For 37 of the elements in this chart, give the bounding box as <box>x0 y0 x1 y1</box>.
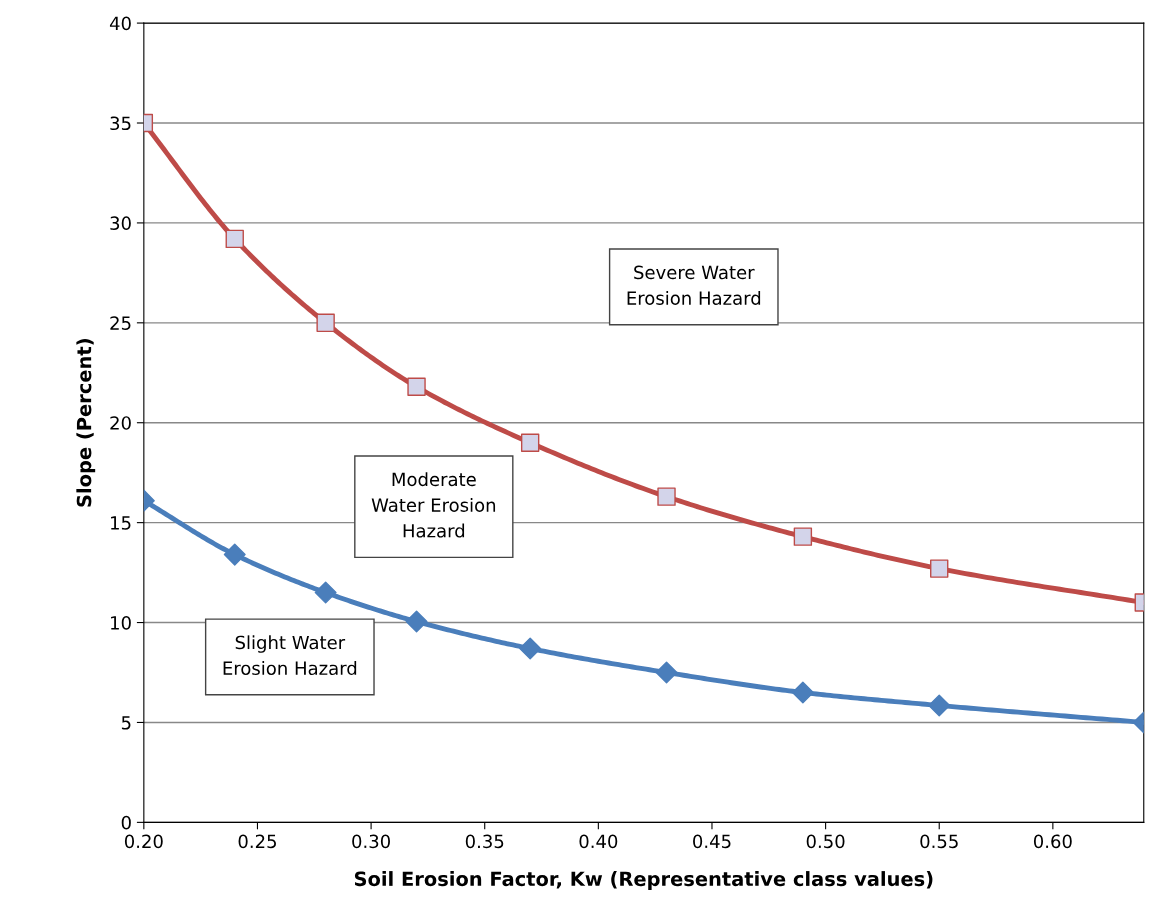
y-tick-label: 15 <box>111 516 131 530</box>
point <box>519 637 542 660</box>
y-tick-label: 40 <box>109 16 131 31</box>
point <box>407 377 426 396</box>
x-tick-label: 0.25 <box>238 834 276 849</box>
annotation: Moderate Water Erosion Hazard <box>371 472 496 538</box>
x-tick-label: 0.40 <box>579 834 618 849</box>
point <box>928 694 951 717</box>
x-tick-label: 0.45 <box>693 834 731 849</box>
y-tick-label: 25 <box>110 316 131 330</box>
point <box>657 487 676 506</box>
point <box>520 433 540 452</box>
point <box>225 229 244 249</box>
y-tick-label: 0 <box>121 815 131 830</box>
point <box>316 313 335 333</box>
x-tick-label: 0.30 <box>352 834 390 849</box>
y-tick-label: 30 <box>110 216 131 231</box>
point <box>791 681 814 704</box>
x-tick-label: 0.35 <box>465 834 504 849</box>
y-tick-label: 35 <box>110 116 131 131</box>
annotation: Severe Water Erosion Hazard <box>627 265 761 305</box>
point <box>314 581 337 604</box>
y-tick-label: 10 <box>111 616 131 630</box>
point <box>405 610 428 633</box>
point <box>930 559 949 578</box>
point <box>223 543 246 566</box>
x-axis-title: Soil Erosion Factor, Kw (Representative class values) <box>354 871 933 890</box>
y-tick-label: 20 <box>110 416 131 430</box>
x-tick-label: 0.50 <box>806 834 845 849</box>
point <box>793 527 813 546</box>
y-tick-label: 5 <box>121 716 131 730</box>
y-axis-title: Slope (Percent) <box>76 339 96 507</box>
x-tick-label: 0.20 <box>124 834 163 849</box>
x-tick-label: 0.60 <box>1033 834 1072 849</box>
x-tick-label: 0.55 <box>920 834 958 849</box>
annotation: Slight Water Erosion Hazard <box>223 635 357 676</box>
point <box>655 661 678 684</box>
